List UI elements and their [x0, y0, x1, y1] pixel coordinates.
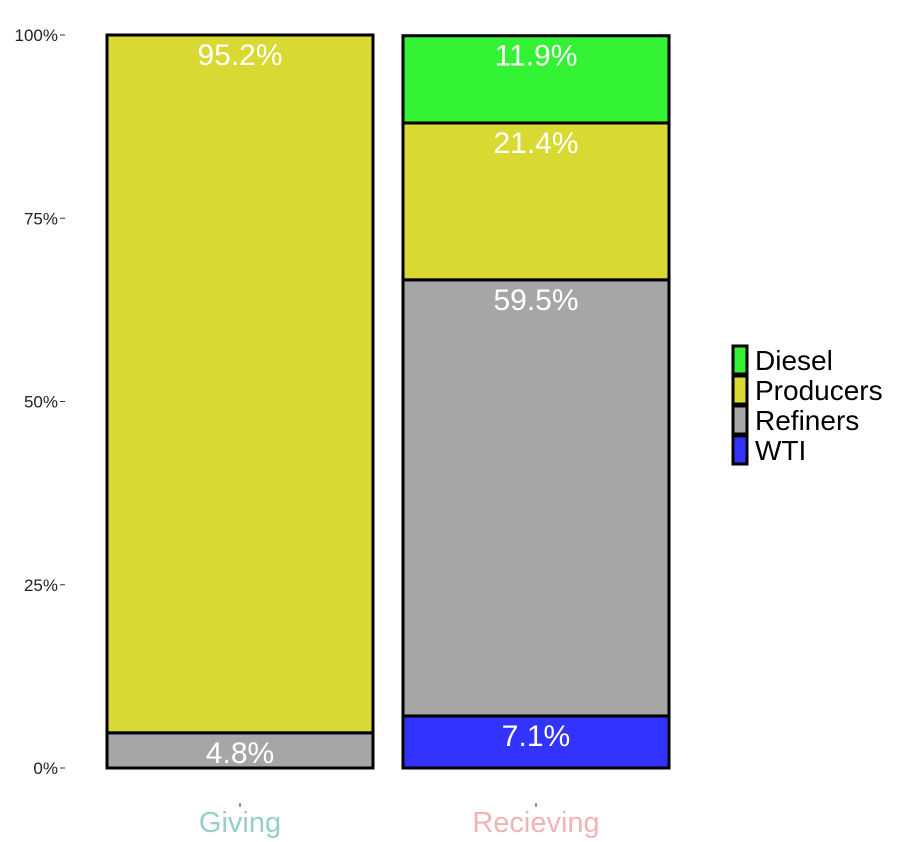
- legend-swatch-wti: [731, 434, 749, 466]
- y-tick-label: 25%: [24, 576, 58, 595]
- legend-swatch-producers: [731, 374, 749, 406]
- x-tick-label-recieving: Recieving: [472, 807, 599, 839]
- legend-swatch-diesel: [731, 344, 749, 376]
- data-label-giving-producers: 95.2%: [197, 39, 282, 72]
- bar-segment-recieving-diesel: [401, 34, 671, 125]
- bars: 4.8% 95.2% 7.1% 59.5% 21.4% 11.9%: [105, 33, 671, 770]
- data-label-recieving-producers: 21.4%: [493, 127, 578, 160]
- x-tick-label-giving: Giving: [199, 807, 281, 839]
- bar-segment-giving-refiners: [105, 731, 375, 770]
- data-label-giving-refiners: 4.8%: [206, 737, 274, 770]
- legend-label-producers: Producers: [755, 375, 883, 406]
- y-tick-label: 100%: [15, 26, 58, 45]
- y-axis: 0% 25% 50% 75% 100%: [15, 26, 65, 778]
- bar-segment-giving-producers: [105, 33, 375, 735]
- y-tick-label: 75%: [24, 209, 58, 228]
- y-tick-label: 50%: [24, 393, 58, 412]
- data-label-recieving-diesel: 11.9%: [495, 40, 578, 73]
- legend-label-refiners: Refiners: [755, 405, 859, 436]
- data-label-recieving-wti: 7.1%: [502, 720, 570, 753]
- legend-swatch-refiners: [731, 404, 749, 436]
- legend-label-diesel: Diesel: [755, 345, 833, 376]
- bar-segment-recieving-refiners: [401, 278, 671, 718]
- x-axis: Giving Recieving: [199, 803, 600, 839]
- legend-label-wti: WTI: [755, 435, 806, 466]
- y-tick-label: 0%: [33, 759, 58, 778]
- data-label-recieving-refiners: 59.5%: [493, 284, 578, 317]
- bar-segment-recieving-wti: [401, 714, 671, 770]
